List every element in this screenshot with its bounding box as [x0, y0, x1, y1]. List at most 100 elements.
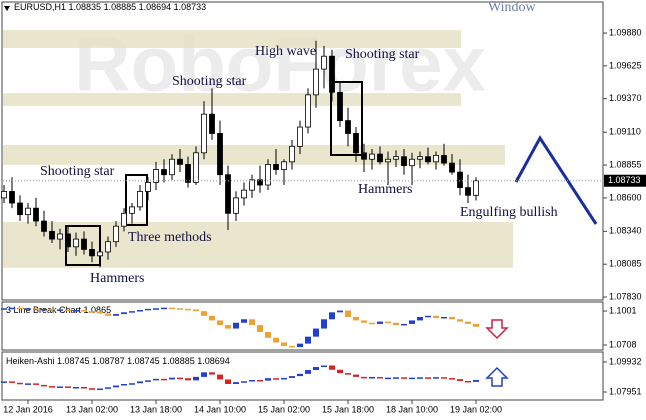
block [281, 342, 287, 346]
header-item: 1.08885 [160, 356, 195, 366]
header-item: 1.08835 [66, 2, 101, 12]
candle-body [401, 156, 407, 167]
block [65, 309, 71, 311]
block [25, 308, 31, 310]
y-tick-label: 1.08600 [609, 192, 642, 202]
candle-body [161, 169, 167, 176]
candle-body [153, 169, 159, 183]
block [129, 311, 135, 313]
y-tick-label: 1.1001 [609, 305, 637, 315]
block [425, 377, 431, 379]
block [41, 384, 47, 387]
candle-body [169, 158, 175, 176]
block [105, 387, 111, 389]
x-tick-label: 15 Jan 02:00 [258, 404, 310, 414]
candle-body [417, 156, 423, 160]
block [273, 378, 279, 380]
block [49, 386, 55, 388]
block [345, 310, 351, 317]
header-item: EURUSD,H1 [14, 2, 66, 12]
header-item: 1.08733 [171, 2, 206, 12]
y-tick-label: 1.09110 [609, 127, 641, 137]
window-label: Window [488, 0, 537, 15]
candle-body [425, 156, 431, 163]
block [417, 316, 423, 321]
block [457, 379, 463, 381]
block [449, 316, 455, 320]
candle-body [89, 248, 95, 257]
block [177, 308, 183, 310]
down-arrow [485, 319, 509, 340]
x-tick-label: 19 Jan 02:00 [450, 404, 502, 414]
block [41, 308, 47, 311]
block [25, 383, 31, 385]
candle-body [17, 202, 23, 216]
block [409, 377, 415, 380]
block [329, 312, 335, 320]
candle-body [41, 220, 47, 232]
candle-body [225, 174, 231, 214]
candle-body [9, 191, 15, 204]
candle-body [473, 180, 479, 196]
annotation: Three methods [128, 230, 212, 245]
y-tick-label: 1.08340 [609, 226, 642, 236]
candle-body [329, 55, 335, 93]
header-item: 1.08787 [90, 356, 125, 366]
pattern-box [330, 81, 363, 156]
block [361, 376, 367, 379]
block [177, 377, 183, 380]
block [113, 385, 119, 388]
annotation: Shooting star [345, 47, 420, 62]
header-item: Heiken-Ashi [6, 356, 55, 366]
header-triangle [4, 6, 10, 11]
block [161, 307, 167, 310]
candle-body [465, 187, 471, 196]
block [241, 319, 247, 323]
candle-body [241, 189, 247, 199]
candle-body [441, 154, 447, 164]
block [153, 308, 159, 310]
block [185, 378, 191, 381]
zone [3, 93, 461, 106]
block [225, 379, 231, 384]
zone [3, 221, 513, 268]
block [49, 308, 55, 311]
block [257, 380, 263, 382]
annotation: Hammers [90, 271, 144, 286]
candle-body [81, 238, 87, 250]
block [1, 381, 7, 383]
candle-body [177, 158, 183, 165]
block [121, 312, 127, 315]
block [209, 372, 215, 375]
block [281, 377, 287, 380]
block [337, 310, 343, 313]
candle-body [121, 212, 127, 227]
candle-body [201, 113, 207, 154]
block [17, 382, 23, 385]
header-item: 1.08745 [55, 356, 90, 366]
block [185, 308, 191, 311]
block [441, 316, 447, 319]
block [417, 377, 423, 379]
block [361, 320, 367, 323]
block [385, 321, 391, 324]
trend-line [514, 135, 598, 225]
x-tick-label: 18 Jan 10:00 [386, 404, 438, 414]
block [169, 377, 175, 380]
block [73, 310, 79, 312]
block [209, 315, 215, 321]
block [113, 314, 119, 316]
block [81, 387, 87, 389]
block [57, 309, 63, 311]
block [297, 343, 303, 348]
block [153, 378, 159, 381]
candle-body [193, 152, 199, 183]
block [33, 308, 39, 310]
block [473, 379, 479, 382]
block [201, 311, 207, 316]
candle-body [25, 207, 31, 216]
candle-body [113, 225, 119, 243]
candle-body [97, 251, 103, 257]
current-price-label: 1.08733 [608, 175, 641, 185]
x-tick-label: 13 Jan 18:00 [130, 404, 182, 414]
